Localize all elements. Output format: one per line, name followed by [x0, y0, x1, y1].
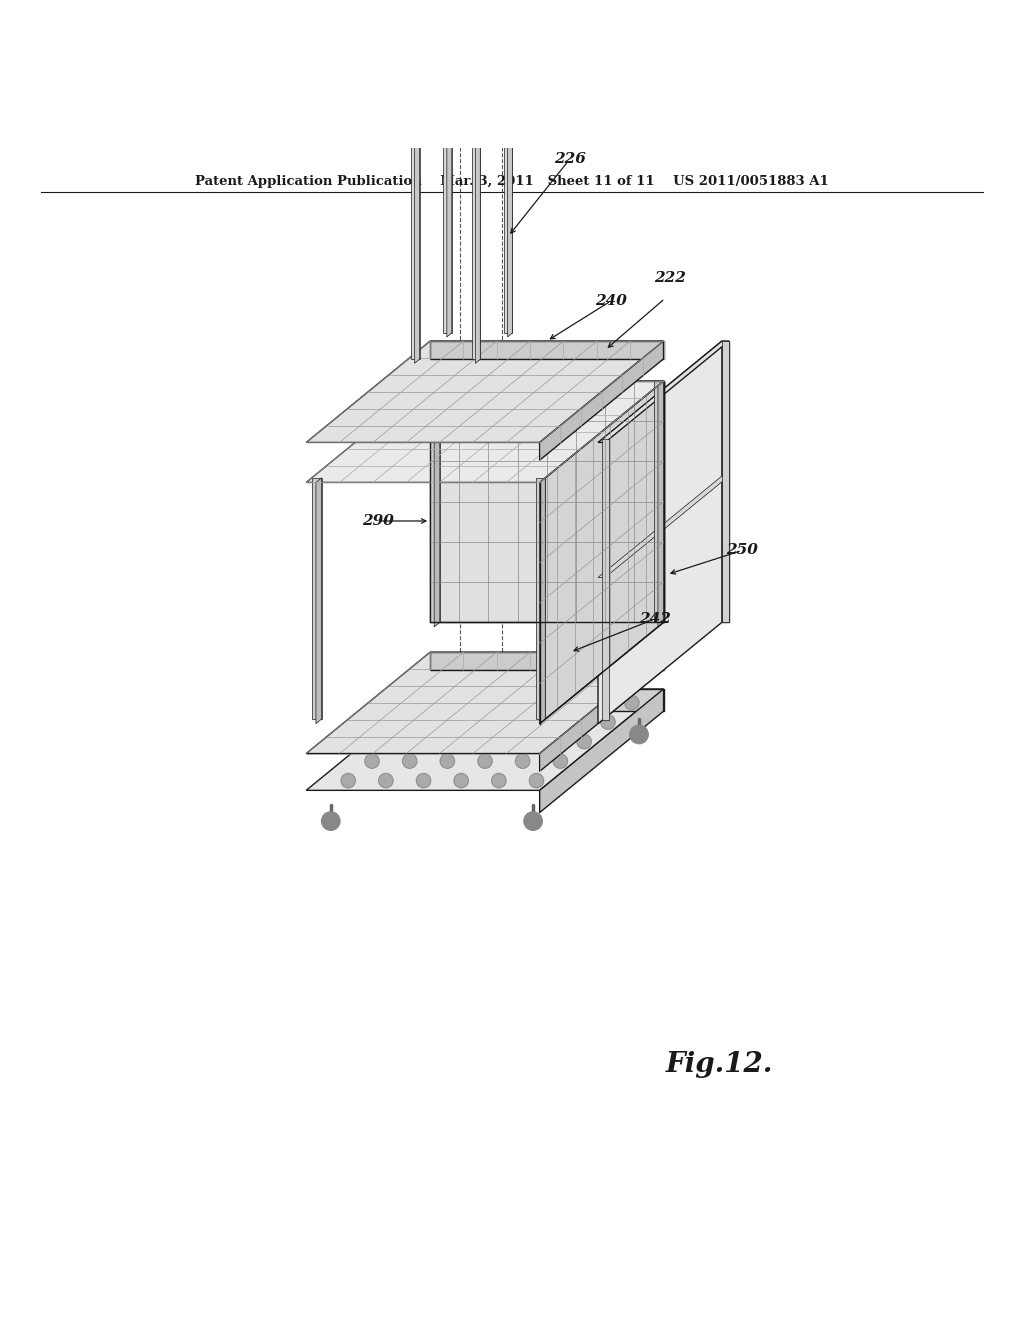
Polygon shape	[430, 381, 664, 622]
Polygon shape	[540, 652, 664, 771]
Polygon shape	[722, 341, 729, 622]
Polygon shape	[446, 91, 452, 337]
Circle shape	[454, 774, 468, 788]
Circle shape	[540, 734, 554, 748]
Polygon shape	[306, 689, 664, 791]
Circle shape	[436, 696, 451, 710]
Polygon shape	[598, 477, 729, 577]
Polygon shape	[472, 117, 480, 359]
Polygon shape	[602, 440, 609, 721]
Circle shape	[379, 774, 393, 788]
Polygon shape	[508, 91, 512, 337]
Polygon shape	[540, 381, 664, 723]
Circle shape	[492, 774, 506, 788]
Circle shape	[487, 715, 502, 729]
Polygon shape	[499, 91, 512, 96]
Circle shape	[426, 734, 440, 748]
Polygon shape	[657, 381, 664, 627]
Circle shape	[464, 734, 478, 748]
Circle shape	[389, 734, 403, 748]
Circle shape	[478, 754, 493, 768]
Text: 250: 250	[726, 544, 758, 557]
Polygon shape	[430, 689, 664, 711]
Polygon shape	[306, 381, 664, 482]
Polygon shape	[411, 117, 420, 359]
Polygon shape	[598, 341, 722, 723]
Circle shape	[524, 812, 543, 830]
Polygon shape	[430, 381, 440, 622]
Circle shape	[440, 754, 455, 768]
Polygon shape	[504, 91, 512, 333]
Text: 222: 222	[654, 271, 686, 285]
Circle shape	[525, 715, 540, 729]
Circle shape	[451, 715, 465, 729]
Polygon shape	[306, 341, 664, 442]
Polygon shape	[540, 689, 664, 813]
Text: Patent Application Publication    Mar. 3, 2011   Sheet 11 of 11    US 2011/00518: Patent Application Publication Mar. 3, 2…	[196, 176, 828, 189]
Polygon shape	[430, 341, 664, 359]
Text: 290: 290	[362, 513, 394, 528]
Circle shape	[417, 774, 431, 788]
Circle shape	[512, 696, 526, 710]
Polygon shape	[415, 117, 420, 363]
Circle shape	[553, 754, 567, 768]
Circle shape	[413, 715, 427, 729]
Circle shape	[577, 734, 591, 748]
Circle shape	[515, 754, 529, 768]
Polygon shape	[315, 478, 322, 723]
Circle shape	[630, 725, 648, 743]
Polygon shape	[407, 117, 420, 121]
Circle shape	[502, 734, 516, 748]
Circle shape	[341, 774, 355, 788]
Circle shape	[402, 754, 417, 768]
Polygon shape	[598, 341, 729, 442]
Circle shape	[529, 774, 544, 788]
Polygon shape	[475, 117, 480, 363]
Circle shape	[625, 696, 639, 710]
Polygon shape	[467, 117, 480, 121]
Polygon shape	[438, 91, 452, 96]
Circle shape	[587, 696, 601, 710]
Polygon shape	[443, 91, 452, 333]
Polygon shape	[311, 478, 322, 719]
Polygon shape	[434, 381, 440, 627]
Circle shape	[474, 696, 488, 710]
Circle shape	[322, 812, 340, 830]
Polygon shape	[540, 478, 545, 723]
Circle shape	[563, 715, 578, 729]
Text: 226: 226	[554, 152, 586, 166]
Polygon shape	[306, 652, 664, 754]
Text: 240: 240	[595, 294, 627, 308]
Polygon shape	[540, 341, 664, 461]
Circle shape	[365, 754, 379, 768]
Circle shape	[427, 725, 445, 743]
Circle shape	[549, 696, 563, 710]
Polygon shape	[722, 341, 729, 622]
Polygon shape	[536, 478, 545, 719]
Polygon shape	[653, 381, 664, 622]
Circle shape	[601, 715, 615, 729]
Polygon shape	[430, 652, 664, 671]
Text: 242: 242	[639, 612, 671, 626]
Text: Fig.12.: Fig.12.	[666, 1051, 773, 1078]
